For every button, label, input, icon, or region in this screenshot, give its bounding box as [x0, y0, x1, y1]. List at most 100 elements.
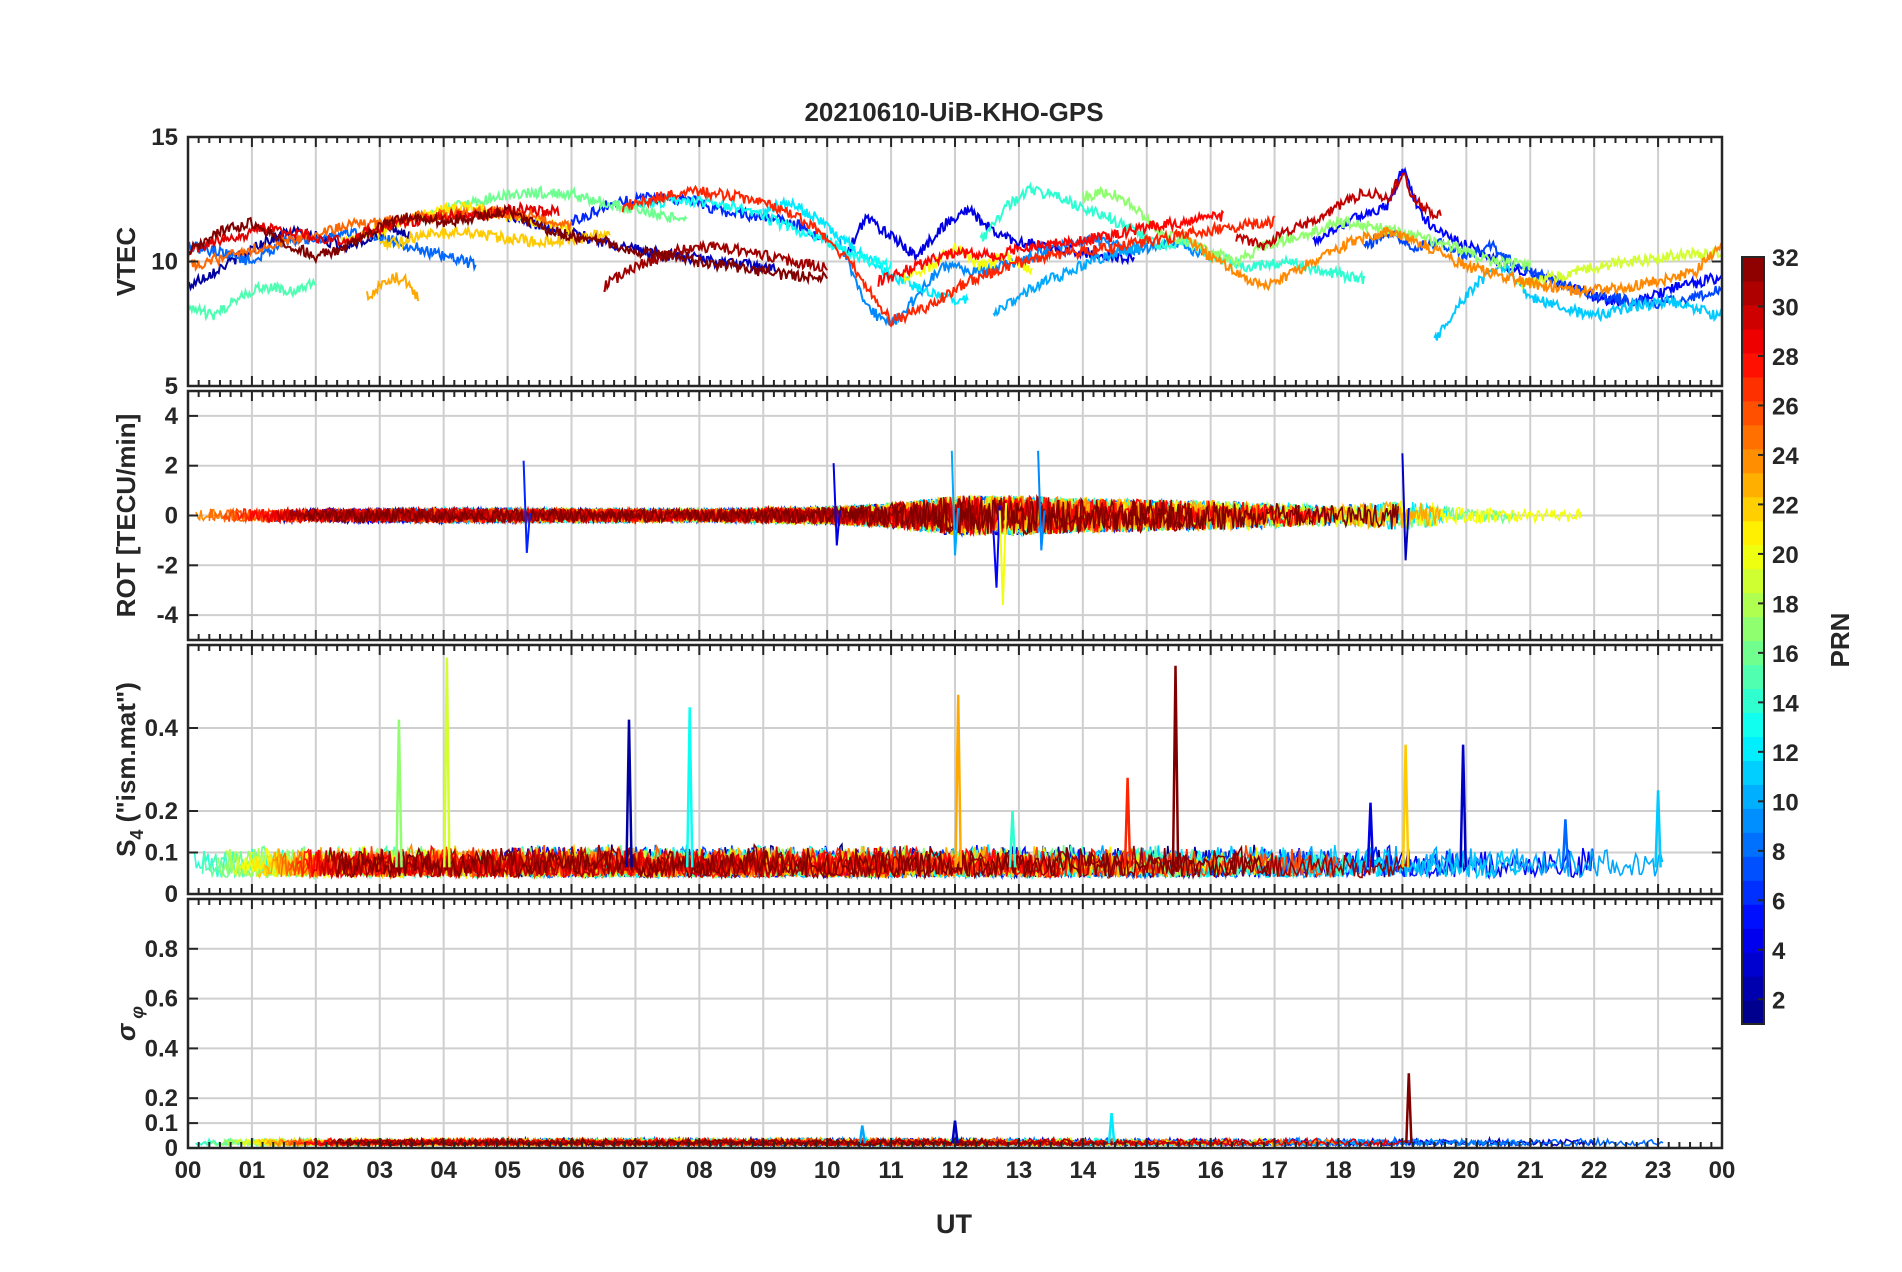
series-prn-7: [1363, 228, 1722, 310]
spike-prn-32: [1405, 1073, 1413, 1144]
colorbar-swatch: [1742, 904, 1764, 929]
y-tick-label: 0.4: [145, 715, 179, 742]
spike-prn-8: [1561, 819, 1570, 868]
series-prn-24: [1184, 226, 1722, 300]
colorbar-swatch: [1742, 952, 1764, 977]
colorbar-tick-label: 22: [1772, 492, 1799, 519]
series-prn-11: [1433, 263, 1722, 341]
panel-2: -4 -2 0 2 4 ROT [TECU/min]: [111, 389, 1724, 642]
x-tick-label: 12: [942, 1157, 969, 1184]
series-prn-13: [634, 193, 893, 274]
x-tick-label: 16: [1197, 1157, 1224, 1184]
y-tick-label: 0: [165, 881, 178, 908]
colorbar-swatch: [1742, 472, 1764, 498]
x-tick-label: 06: [558, 1157, 585, 1184]
colorbar-tick-label: 8: [1772, 839, 1785, 866]
x-minor-ticks: [187, 645, 1723, 894]
series-prn-32: [336, 1136, 990, 1148]
spike-prn-22: [1401, 744, 1410, 868]
colorbar-swatch: [1742, 736, 1764, 761]
colorbar-frame: [1741, 256, 1765, 1025]
spike-prn-10: [858, 1125, 867, 1144]
colorbar-swatch: [1742, 424, 1764, 450]
series-prn-32: [303, 496, 1399, 537]
x-tick-label: 03: [366, 1157, 393, 1184]
series-prn-10: [992, 241, 1148, 317]
x-tick-label: 08: [686, 1157, 713, 1184]
series-prn-30: [1235, 172, 1442, 251]
y-tick-label: 0.2: [145, 798, 178, 825]
series-prn-32: [335, 843, 1269, 880]
rot-spike-prn-6: [522, 460, 531, 553]
x-tick-label: 11: [878, 1157, 903, 1184]
panel-1: 5 10 15 VTEC: [111, 124, 1724, 400]
rot-spike-prn-10: [950, 450, 960, 556]
x-tick-labels: 00 01 02 03 04 05 06 07 08 09 10 11 12 13 14 15 16 17 18 19…: [175, 1157, 1736, 1184]
colorbar-swatch: [1742, 400, 1764, 426]
colorbar-swatch: [1742, 544, 1764, 570]
x-tick-label: 13: [1006, 1157, 1033, 1184]
x-tick-label: 04: [430, 1157, 457, 1184]
series-group: [195, 450, 1582, 606]
series-group: [188, 166, 1722, 341]
rot-spike-prn-9: [1037, 450, 1046, 551]
series-prn-15: [188, 277, 317, 322]
spike-prn-2: [625, 719, 633, 868]
colorbar-swatch: [1742, 664, 1764, 690]
y-tick-label: 5: [165, 373, 178, 400]
x-tick-label: 00: [1709, 1157, 1736, 1184]
series-prn-19: [1516, 246, 1722, 291]
x-tick-label: 23: [1645, 1157, 1672, 1184]
spike-prn-13: [685, 707, 694, 868]
colorbar-swatch: [1742, 928, 1764, 953]
colorbar-swatch: [1742, 856, 1764, 881]
colorbar-swatch: [1742, 640, 1764, 666]
spike-prn-17: [395, 719, 403, 868]
colorbar-tick-label: 10: [1772, 789, 1799, 816]
x-minor-ticks: [187, 899, 1723, 1148]
x-tick-label: 01: [239, 1157, 266, 1184]
colorbar-swatch: [1742, 808, 1764, 833]
spike-prn-27: [1123, 777, 1132, 868]
x-tick-label: 22: [1581, 1157, 1608, 1184]
y-tick-label: 0.8: [145, 936, 178, 963]
x-tick-label: 02: [302, 1157, 329, 1184]
series-prn-23: [366, 272, 420, 302]
colorbar-swatch: [1742, 352, 1764, 378]
series-prn-17: [1081, 185, 1532, 273]
y-tick-labels: 0 0.1 0.2 0.4: [145, 715, 179, 908]
spike-prn-12: [1107, 1112, 1116, 1144]
colorbar-swatch: [1742, 520, 1764, 546]
colorbar-label: PRN: [1825, 613, 1855, 668]
x-minor-ticks: [187, 391, 1723, 640]
panel-4: 00.10.20.40.60.8σ φ: [111, 897, 1724, 1162]
spike-prn-4: [1366, 802, 1375, 868]
colorbar-swatch: [1742, 257, 1764, 282]
rot-spike-prn-5: [992, 505, 1001, 588]
y-tick-label: 0: [165, 503, 178, 530]
spike-prn-14: [1008, 810, 1017, 868]
colorbar-tick-label: 28: [1772, 344, 1799, 371]
rot-spike-prn-4: [832, 463, 841, 546]
y-tick-labels: -4 -2 0 2 4: [157, 403, 179, 629]
spike-prn-11: [1654, 790, 1662, 868]
y-tick-label: 10: [151, 249, 178, 276]
x-tick-label: 21: [1517, 1157, 1544, 1184]
y-tick-label: -2: [157, 552, 178, 579]
series-group: [193, 657, 1664, 881]
y-axis-label: VTEC: [111, 227, 141, 297]
colorbar-tick-label: 12: [1772, 740, 1799, 767]
colorbar-swatch: [1742, 328, 1764, 354]
x-tick-label: 05: [494, 1157, 521, 1184]
series-prn-14: [979, 181, 1366, 285]
colorbar-swatch: [1742, 760, 1764, 785]
series-prn-32: [188, 203, 829, 286]
x-tick-label: 19: [1389, 1157, 1416, 1184]
rot-spike-prn-20: [998, 502, 1008, 606]
colorbar-tick-label: 14: [1772, 690, 1799, 717]
y-tick-label: 0.1: [145, 840, 178, 867]
colorbar-swatch: [1742, 784, 1764, 809]
